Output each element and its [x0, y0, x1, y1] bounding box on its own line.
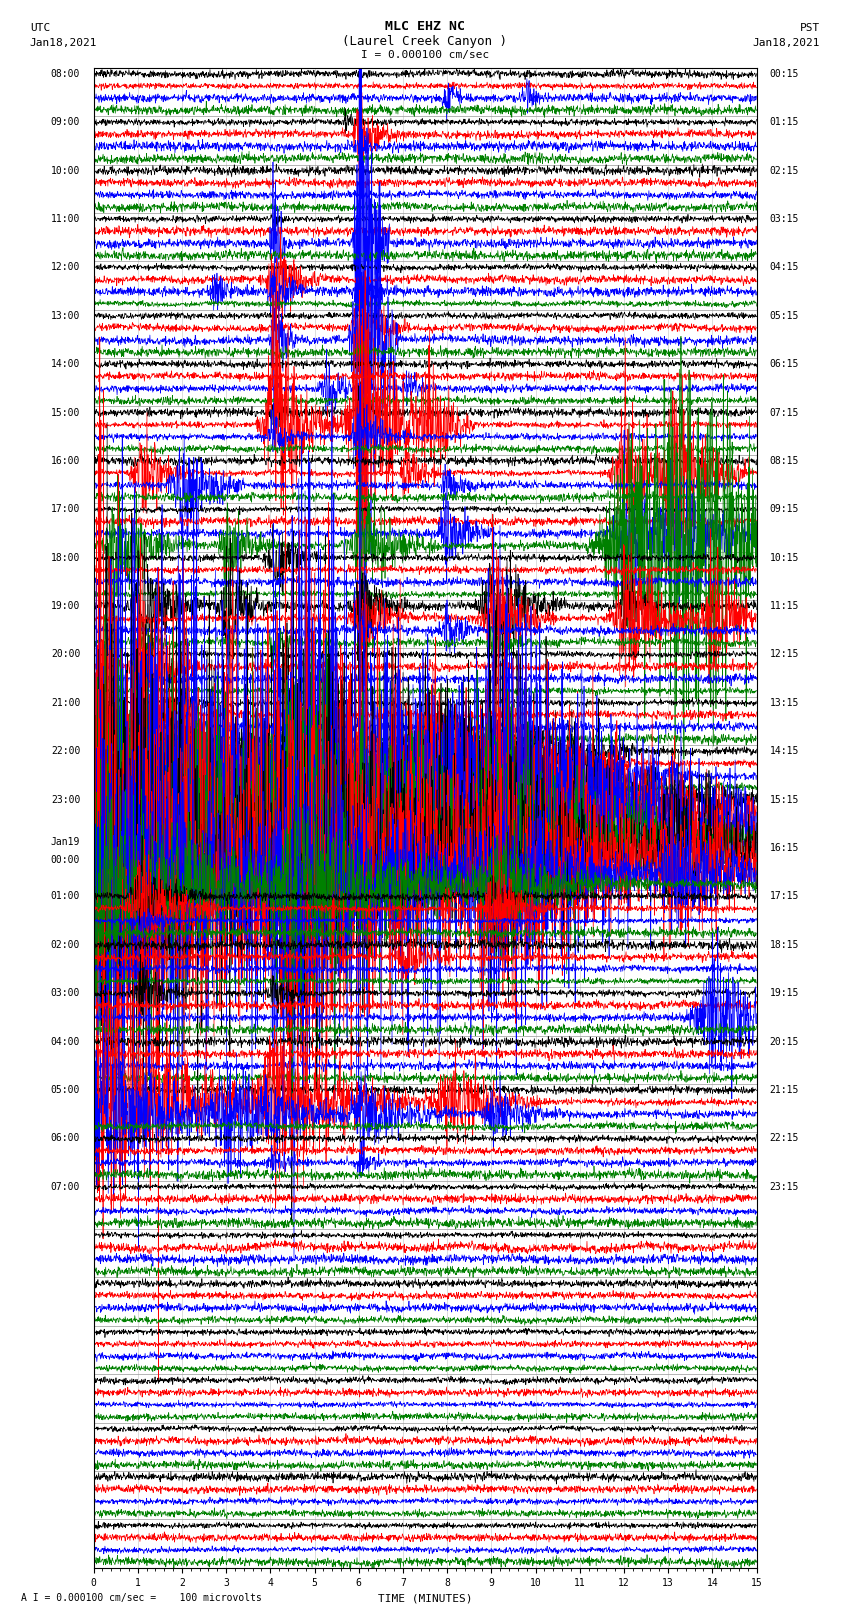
Text: Jan18,2021: Jan18,2021 — [30, 37, 97, 47]
Text: 01:15: 01:15 — [770, 118, 799, 127]
Text: 18:00: 18:00 — [51, 553, 80, 563]
Text: 06:15: 06:15 — [770, 360, 799, 369]
Text: MLC EHZ NC: MLC EHZ NC — [385, 19, 465, 32]
Text: 05:00: 05:00 — [51, 1086, 80, 1095]
Text: 10:15: 10:15 — [770, 553, 799, 563]
Text: 09:00: 09:00 — [51, 118, 80, 127]
Text: 12:00: 12:00 — [51, 263, 80, 273]
Text: 19:15: 19:15 — [770, 989, 799, 998]
Text: 14:00: 14:00 — [51, 360, 80, 369]
Text: 18:15: 18:15 — [770, 940, 799, 950]
Text: 22:00: 22:00 — [51, 747, 80, 756]
Text: 02:00: 02:00 — [51, 940, 80, 950]
Text: 14:15: 14:15 — [770, 747, 799, 756]
Text: 03:00: 03:00 — [51, 989, 80, 998]
X-axis label: TIME (MINUTES): TIME (MINUTES) — [377, 1594, 473, 1603]
Text: 09:15: 09:15 — [770, 505, 799, 515]
Text: 12:15: 12:15 — [770, 650, 799, 660]
Text: (Laurel Creek Canyon ): (Laurel Creek Canyon ) — [343, 34, 507, 47]
Text: 17:15: 17:15 — [770, 892, 799, 902]
Text: 05:15: 05:15 — [770, 311, 799, 321]
Text: 21:15: 21:15 — [770, 1086, 799, 1095]
Text: 00:00: 00:00 — [51, 855, 80, 865]
Text: PST: PST — [800, 23, 820, 32]
Text: 07:00: 07:00 — [51, 1182, 80, 1192]
Text: 20:15: 20:15 — [770, 1037, 799, 1047]
Text: Jan19: Jan19 — [51, 837, 80, 847]
Text: UTC: UTC — [30, 23, 50, 32]
Text: 16:15: 16:15 — [770, 844, 799, 853]
Text: 06:00: 06:00 — [51, 1134, 80, 1144]
Text: 21:00: 21:00 — [51, 698, 80, 708]
Text: 15:15: 15:15 — [770, 795, 799, 805]
Text: 10:00: 10:00 — [51, 166, 80, 176]
Text: 20:00: 20:00 — [51, 650, 80, 660]
Text: 17:00: 17:00 — [51, 505, 80, 515]
Text: 13:15: 13:15 — [770, 698, 799, 708]
Text: 23:15: 23:15 — [770, 1182, 799, 1192]
Text: 07:15: 07:15 — [770, 408, 799, 418]
Text: 15:00: 15:00 — [51, 408, 80, 418]
Text: 13:00: 13:00 — [51, 311, 80, 321]
Text: 00:15: 00:15 — [770, 69, 799, 79]
Text: I = 0.000100 cm/sec: I = 0.000100 cm/sec — [361, 50, 489, 60]
Text: 11:15: 11:15 — [770, 602, 799, 611]
Text: 22:15: 22:15 — [770, 1134, 799, 1144]
Text: 08:00: 08:00 — [51, 69, 80, 79]
Text: 11:00: 11:00 — [51, 215, 80, 224]
Text: 04:15: 04:15 — [770, 263, 799, 273]
Text: 16:00: 16:00 — [51, 456, 80, 466]
Text: 02:15: 02:15 — [770, 166, 799, 176]
Text: 19:00: 19:00 — [51, 602, 80, 611]
Text: 04:00: 04:00 — [51, 1037, 80, 1047]
Text: Jan18,2021: Jan18,2021 — [753, 37, 820, 47]
Text: 03:15: 03:15 — [770, 215, 799, 224]
Text: A I = 0.000100 cm/sec =    100 microvolts: A I = 0.000100 cm/sec = 100 microvolts — [21, 1594, 262, 1603]
Text: 23:00: 23:00 — [51, 795, 80, 805]
Text: 01:00: 01:00 — [51, 892, 80, 902]
Text: 08:15: 08:15 — [770, 456, 799, 466]
